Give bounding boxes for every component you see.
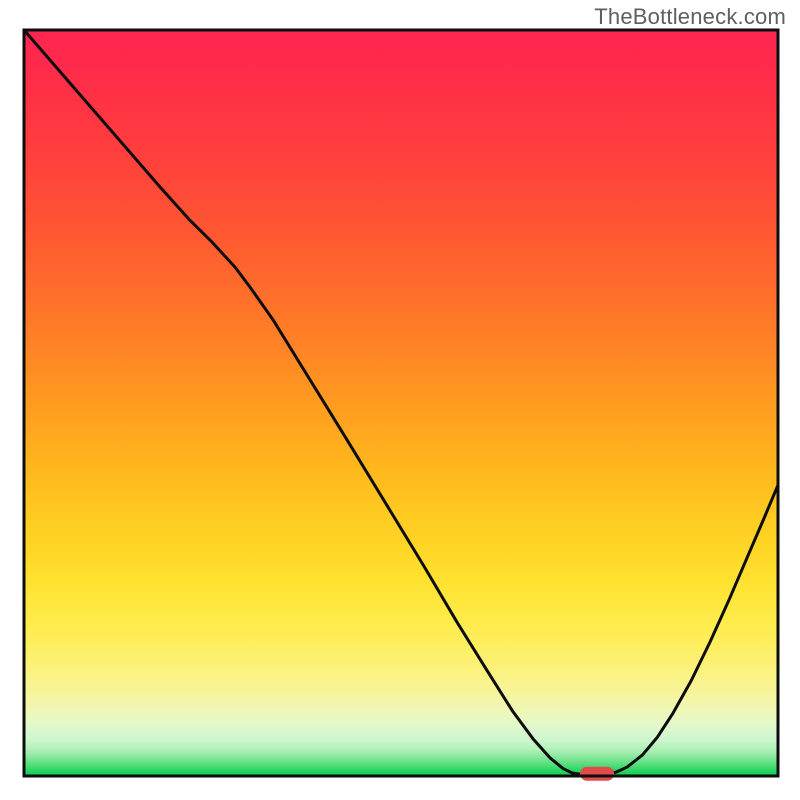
watermark-text: TheBottleneck.com — [594, 4, 786, 30]
chart-background — [24, 30, 778, 776]
chart-svg — [0, 0, 800, 800]
optimal-marker — [580, 767, 614, 781]
bottleneck-chart — [0, 0, 800, 800]
